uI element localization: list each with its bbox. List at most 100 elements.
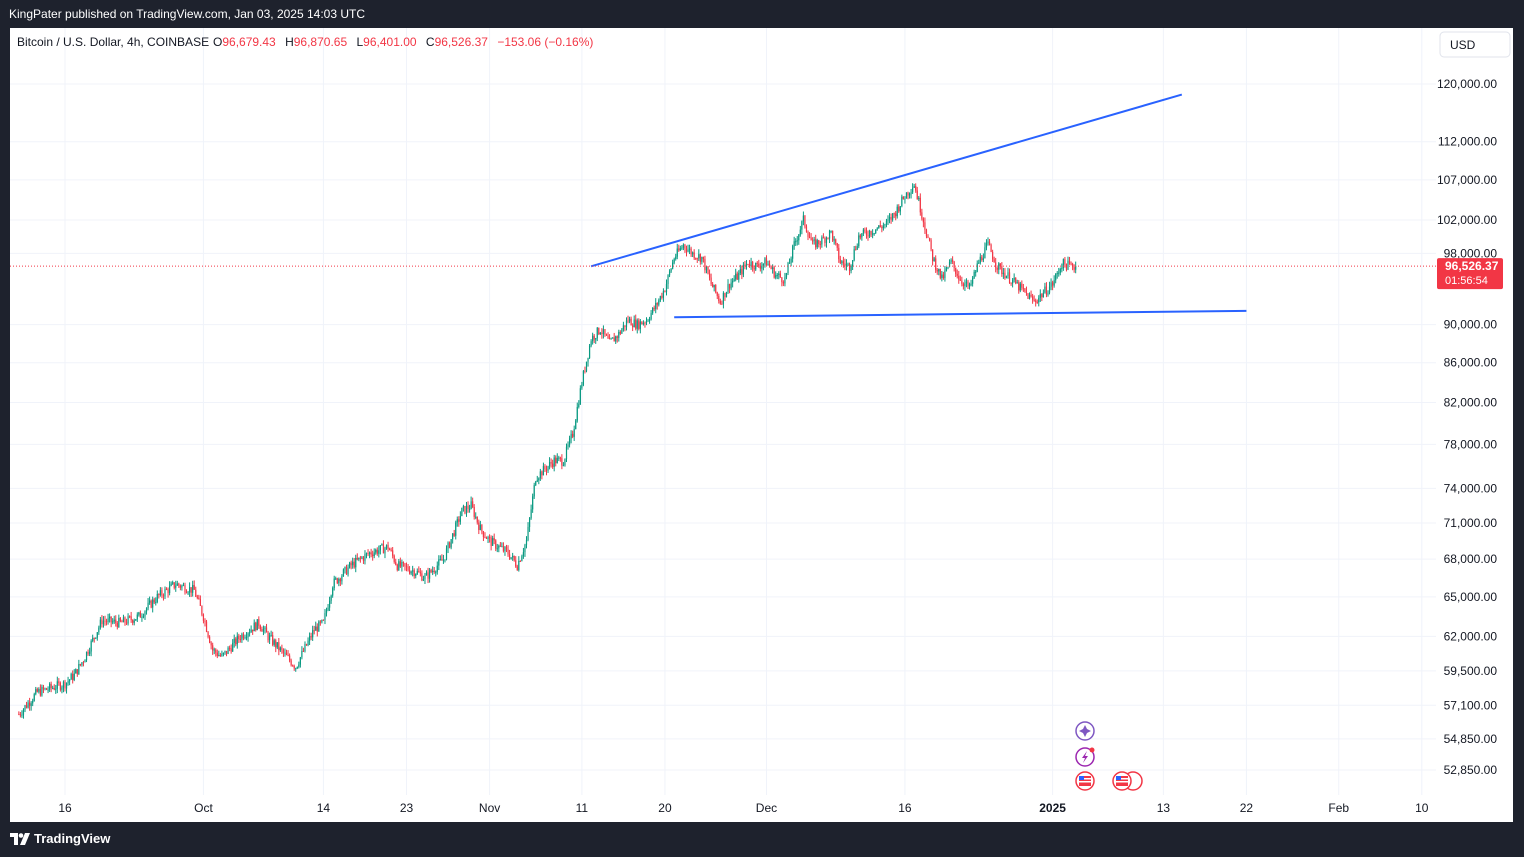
- candle-body: [648, 319, 651, 321]
- candle-body: [256, 619, 258, 631]
- candle-body: [833, 239, 835, 241]
- candle-body: [675, 256, 677, 259]
- candle-body: [615, 336, 617, 342]
- candle-body: [930, 240, 932, 250]
- candle-body: [85, 651, 88, 661]
- candle-body: [255, 622, 257, 631]
- candle-body: [795, 241, 797, 243]
- candle-body: [145, 608, 148, 612]
- candle-body: [907, 192, 909, 196]
- candle-body: [353, 561, 355, 568]
- candle-body: [908, 193, 911, 196]
- candle-body: [262, 629, 265, 632]
- lightning-event-icon[interactable]: [1075, 747, 1095, 767]
- candle-body: [501, 546, 503, 548]
- candle-body: [592, 335, 594, 342]
- candle-body: [610, 338, 612, 340]
- candle-body: [472, 501, 474, 508]
- candle-body: [242, 634, 245, 639]
- candle-body: [22, 709, 25, 715]
- candle-body: [627, 320, 629, 322]
- candle-body: [742, 264, 745, 275]
- candle-body: [572, 433, 574, 437]
- candle-body: [839, 259, 841, 264]
- candle-body: [465, 505, 468, 514]
- candle-body: [227, 647, 229, 654]
- candle-body: [293, 665, 295, 669]
- candle-body: [841, 261, 843, 264]
- candle-body: [418, 571, 420, 573]
- event-markers[interactable]: [1075, 721, 1143, 791]
- candle-body: [93, 637, 95, 639]
- candle-body: [149, 600, 151, 603]
- candle-body: [393, 555, 395, 562]
- candle-body: [448, 542, 451, 548]
- time-axis[interactable]: 16 Oct 14 23 Nov 11 20 Dec 16 2025 13 22 Feb 10: [58, 801, 1428, 815]
- candle-body: [118, 617, 120, 628]
- candle-body: [1033, 299, 1035, 301]
- currency-button[interactable]: USD: [1439, 31, 1511, 58]
- candle-body: [521, 556, 523, 562]
- candle-body: [824, 238, 826, 243]
- candle-body: [153, 599, 155, 603]
- candle-body: [888, 217, 891, 220]
- tradingview-brand: TradingView: [34, 831, 111, 846]
- candle-body: [372, 554, 374, 557]
- candle-body: [519, 561, 521, 563]
- tradingview-logo[interactable]: TradingView: [10, 831, 110, 846]
- candle-body: [436, 565, 438, 572]
- price-tick-label: 120,000.00: [1437, 77, 1497, 91]
- candle-body: [752, 261, 754, 268]
- candle-body: [1025, 291, 1028, 294]
- candle-body: [624, 325, 626, 328]
- candle-body: [881, 226, 883, 229]
- candle-body: [161, 590, 163, 596]
- price-tick-label: 78,000.00: [1444, 437, 1498, 451]
- candle-body: [364, 554, 366, 561]
- price-tick-label: 82,000.00: [1444, 396, 1498, 410]
- candle-body: [704, 258, 706, 271]
- candle-body: [676, 248, 678, 257]
- candle-body: [976, 263, 978, 272]
- price-tick-label: 112,000.00: [1438, 135, 1497, 149]
- candle-body: [1016, 282, 1018, 284]
- candle-body: [139, 612, 141, 618]
- candle-body: [368, 552, 371, 554]
- candle-body: [532, 496, 534, 510]
- candle-body: [953, 261, 955, 268]
- candle-body: [96, 632, 98, 638]
- sparkle-event-icon[interactable]: [1075, 721, 1095, 741]
- candle-body: [633, 319, 635, 328]
- candle-body: [525, 539, 528, 545]
- candle-body: [42, 686, 45, 690]
- candle-body: [768, 263, 771, 267]
- time-tick-label: Dec: [756, 801, 777, 815]
- candle-body: [344, 566, 346, 570]
- candle-body: [601, 332, 603, 334]
- candle-body: [150, 600, 152, 608]
- candle-body: [110, 616, 112, 623]
- time-tick-label: 2025: [1039, 801, 1066, 815]
- candle-body: [308, 636, 311, 641]
- candle-body: [718, 295, 720, 302]
- candle-body: [965, 281, 968, 284]
- candle-body: [978, 262, 980, 264]
- candle-body: [355, 557, 357, 568]
- time-tick-label: Oct: [194, 801, 213, 815]
- time-tick-label: 22: [1240, 801, 1254, 815]
- candle-body: [882, 225, 884, 229]
- price-axis[interactable]: 52,850.00 54,850.00 57,100.00 59,500.00 62,0…: [1437, 77, 1497, 777]
- candle-body: [478, 522, 480, 530]
- candle-body: [1075, 266, 1077, 270]
- candle-body: [39, 689, 41, 696]
- candle-body: [290, 660, 292, 666]
- us-flag-event-icon[interactable]: [1112, 771, 1143, 791]
- candle-body: [1038, 297, 1040, 303]
- candle-body: [276, 642, 278, 648]
- candle-body: [921, 212, 923, 219]
- us-flag-event-icon[interactable]: [1075, 771, 1095, 791]
- candle-body: [655, 303, 657, 310]
- candle-body: [178, 583, 180, 586]
- candle-body: [195, 589, 197, 597]
